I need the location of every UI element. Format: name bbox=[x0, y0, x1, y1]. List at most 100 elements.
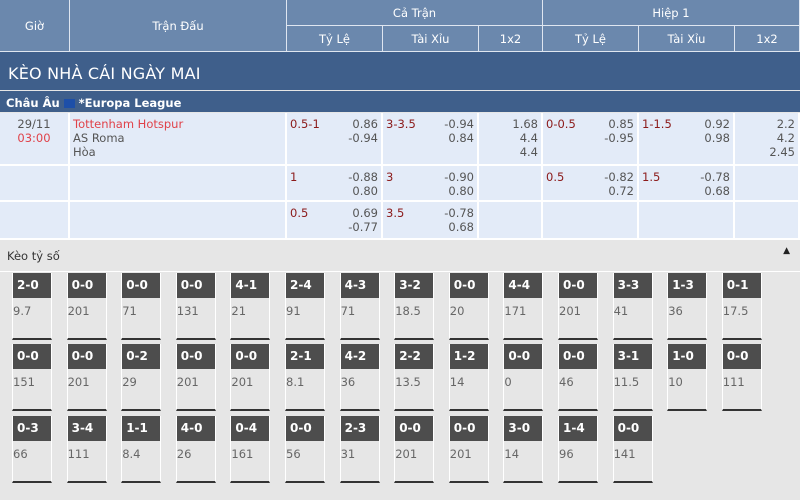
h1-handicap-odd-2[interactable]: 0.72 bbox=[608, 184, 634, 198]
ft-handicap-odd-2[interactable]: 0.80 bbox=[352, 184, 378, 198]
score-label: 1-1 bbox=[122, 415, 161, 441]
score-odds: 14 bbox=[449, 375, 465, 390]
h1-overunder-odd-1[interactable]: 0.92 bbox=[704, 117, 730, 131]
score-odds: 71 bbox=[122, 304, 137, 318]
ft-1x2-cell bbox=[479, 202, 543, 240]
ft-handicap-odd-1[interactable]: -0.88 bbox=[348, 170, 378, 184]
score-cell[interactable]: 3-4 111 bbox=[66, 415, 107, 483]
ft-overunder-odd-1[interactable]: -0.90 bbox=[444, 170, 474, 184]
score-cell[interactable]: 0-0 111 bbox=[721, 344, 762, 412]
score-cell[interactable]: 4-0 26 bbox=[175, 415, 216, 483]
score-cell[interactable]: 4-1 21 bbox=[230, 273, 271, 340]
score-cell[interactable]: 0-0 0 bbox=[503, 344, 544, 412]
h1-1x2-odd[interactable]: 2.2 bbox=[776, 117, 795, 131]
score-odds: 41 bbox=[613, 304, 629, 318]
ft-1x2-odd[interactable]: 4.4 bbox=[519, 131, 538, 145]
ft-overunder-cell: 3.5 -0.78 0.68 bbox=[383, 202, 479, 240]
score-cell[interactable]: 0-0 201 bbox=[558, 273, 598, 340]
ft-handicap-odd-2[interactable]: -0.94 bbox=[348, 131, 378, 145]
col-h1-overunder: Tài Xỉu bbox=[639, 26, 735, 52]
score-odds: 201 bbox=[67, 304, 90, 318]
score-cell[interactable]: 3-2 18.5 bbox=[394, 273, 435, 340]
col-time: Giờ bbox=[0, 0, 70, 52]
away-team[interactable]: AS Roma bbox=[73, 131, 125, 145]
ft-overunder-odd-1[interactable]: -0.78 bbox=[444, 206, 474, 220]
h1-overunder-odd-2[interactable]: 0.68 bbox=[704, 184, 730, 198]
score-label: 0-0 bbox=[504, 344, 543, 370]
score-cell[interactable]: 0-2 29 bbox=[121, 344, 162, 412]
score-cell[interactable]: 2-0 9.7 bbox=[12, 273, 52, 340]
score-cell[interactable]: 4-4 171 bbox=[503, 273, 544, 340]
score-cell[interactable]: 4-3 71 bbox=[339, 273, 380, 340]
ft-overunder-odd-1[interactable]: -0.94 bbox=[444, 117, 474, 131]
score-cell[interactable]: 0-3 66 bbox=[12, 415, 52, 483]
score-cell[interactable]: 0-0 131 bbox=[175, 273, 216, 340]
score-cell[interactable]: 4-2 36 bbox=[339, 344, 380, 412]
score-cell[interactable]: 0-0 46 bbox=[558, 344, 598, 412]
h1-1x2-odd[interactable]: 2.45 bbox=[769, 145, 795, 159]
score-cell[interactable]: 0-0 201 bbox=[394, 415, 435, 483]
score-cell[interactable]: 0-0 201 bbox=[230, 344, 271, 412]
score-cell[interactable]: 0-4 161 bbox=[230, 415, 271, 483]
ft-handicap-odd-1[interactable]: 0.86 bbox=[352, 117, 378, 131]
h1-overunder-odd-1[interactable]: -0.78 bbox=[700, 170, 730, 184]
h1-overunder-odd-2[interactable]: 0.98 bbox=[704, 131, 730, 145]
score-cell[interactable]: 0-0 71 bbox=[121, 273, 162, 340]
score-cell[interactable]: 2-3 31 bbox=[339, 415, 380, 483]
section-title: KÈO NHÀ CÁI NGÀY MAI bbox=[0, 52, 800, 90]
h1-overunder-line: 1-1.5 bbox=[642, 117, 672, 131]
score-cell[interactable]: 1-2 14 bbox=[448, 344, 489, 412]
h1-handicap-odd-1[interactable]: -0.82 bbox=[604, 170, 634, 184]
score-cell[interactable]: 2-4 91 bbox=[285, 273, 325, 340]
score-cell[interactable]: 1-4 96 bbox=[558, 415, 598, 483]
score-cell[interactable]: 0-1 17.5 bbox=[721, 273, 762, 340]
score-odds: 201 bbox=[559, 304, 581, 318]
h1-handicap-odd-1[interactable]: 0.85 bbox=[608, 117, 634, 131]
ft-1x2-odd[interactable]: 4.4 bbox=[519, 145, 538, 159]
score-odds: 36 bbox=[340, 375, 356, 390]
score-label: 0-0 bbox=[13, 344, 51, 370]
score-cell[interactable]: 3-1 11.5 bbox=[612, 344, 653, 412]
score-cell[interactable]: 3-3 41 bbox=[612, 273, 653, 340]
score-odds: 96 bbox=[559, 446, 574, 461]
col-h1-handicap: Tỷ Lệ bbox=[543, 26, 639, 52]
score-label: 0-2 bbox=[122, 344, 161, 370]
score-label: 4-1 bbox=[231, 273, 270, 298]
ft-handicap-odd-2[interactable]: -0.77 bbox=[348, 220, 378, 234]
score-label: 0-0 bbox=[613, 415, 652, 441]
ft-1x2-odd[interactable]: 1.68 bbox=[512, 117, 538, 131]
score-cell[interactable]: 0-0 201 bbox=[66, 273, 107, 340]
ft-handicap-odd-1[interactable]: 0.69 bbox=[352, 206, 378, 220]
score-odds: 131 bbox=[176, 304, 199, 318]
score-cell[interactable]: 1-1 8.4 bbox=[121, 415, 162, 483]
h1-1x2-odd[interactable]: 4.2 bbox=[776, 131, 795, 145]
caret-up-icon[interactable]: ▲ bbox=[783, 246, 790, 256]
h1-handicap-odd-2[interactable]: -0.95 bbox=[604, 131, 634, 145]
ft-overunder-odd-2[interactable]: 0.68 bbox=[448, 220, 474, 234]
score-label: 1-4 bbox=[559, 415, 597, 441]
score-cell[interactable]: 1-3 36 bbox=[667, 273, 708, 340]
score-cell[interactable]: 2-1 8.1 bbox=[285, 344, 325, 412]
score-odds: 26 bbox=[176, 446, 192, 461]
ft-overunder-odd-2[interactable]: 0.84 bbox=[448, 131, 474, 145]
home-team[interactable]: Tottenham Hotspur bbox=[73, 117, 184, 131]
score-label: 0-0 bbox=[67, 273, 106, 298]
score-cell[interactable]: 0-0 56 bbox=[285, 415, 325, 483]
h1-1x2-cell bbox=[735, 202, 800, 240]
score-cell[interactable]: 0-0 20 bbox=[448, 273, 489, 340]
score-cell[interactable]: 0-0 201 bbox=[66, 344, 107, 412]
correct-score-header[interactable]: Kèo tỷ số ▲ bbox=[0, 240, 800, 272]
score-cell[interactable]: 0-0 141 bbox=[612, 415, 653, 483]
league-row[interactable]: Châu Âu *Europa League bbox=[0, 91, 800, 112]
score-cell[interactable]: 0-0 151 bbox=[12, 344, 52, 412]
score-cell[interactable]: 1-0 10 bbox=[667, 344, 708, 412]
score-cell[interactable]: 2-2 13.5 bbox=[394, 344, 435, 412]
score-cell[interactable]: 0-0 201 bbox=[448, 415, 489, 483]
score-odds: 18.5 bbox=[395, 304, 421, 318]
score-cell[interactable]: 3-0 14 bbox=[503, 415, 544, 483]
score-cell[interactable]: 0-0 201 bbox=[175, 344, 216, 412]
ft-overunder-odd-2[interactable]: 0.80 bbox=[448, 184, 474, 198]
ft-overunder-line: 3 bbox=[386, 170, 394, 184]
score-odds: 8.1 bbox=[286, 375, 305, 390]
score-odds: 13.5 bbox=[395, 375, 421, 390]
